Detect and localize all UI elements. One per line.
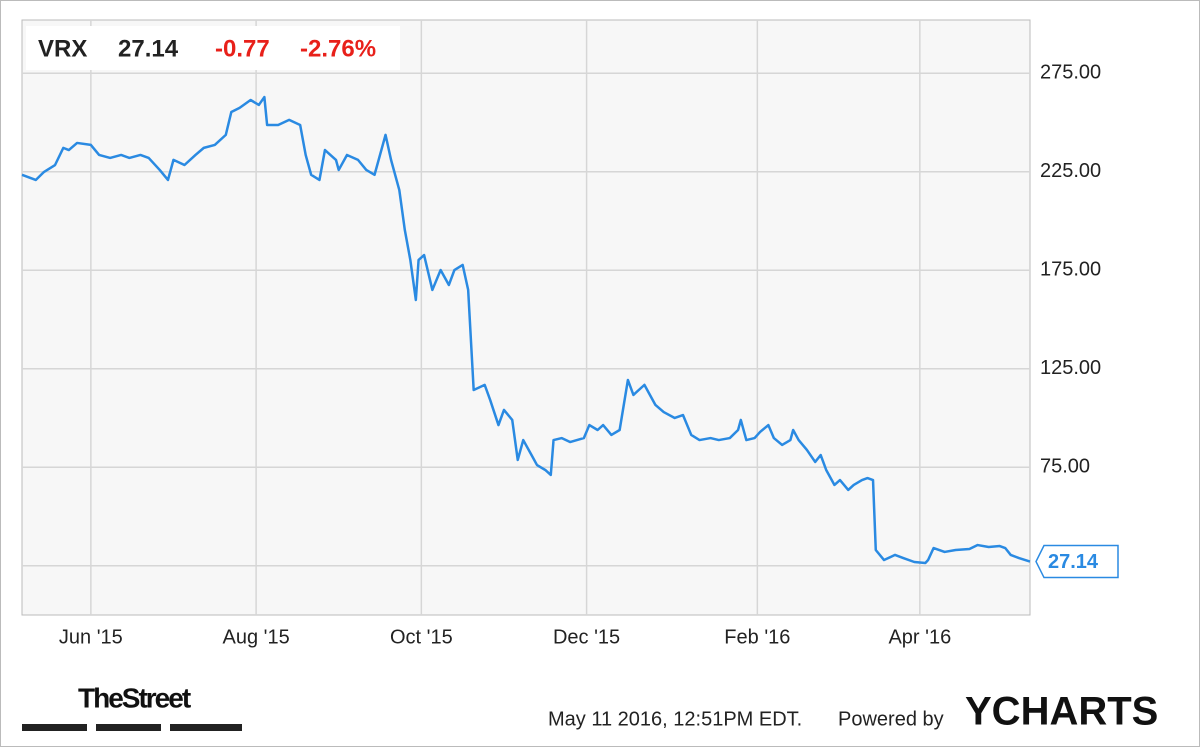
x-tick-label: Oct '15	[390, 626, 453, 648]
y-tick-label: 275.00	[1040, 61, 1101, 83]
x-tick-label: Aug '15	[222, 626, 289, 648]
source-logo: TheStreet	[78, 682, 191, 713]
price-line	[21, 95, 1031, 565]
x-tick-label: Dec '15	[553, 626, 620, 648]
y-tick-label: 175.00	[1040, 258, 1101, 280]
change-percent: -2.76%	[300, 35, 376, 62]
y-tick-label: 75.00	[1040, 456, 1090, 478]
x-tick-label: Apr '16	[888, 626, 951, 648]
header-box	[26, 26, 400, 70]
change: -0.77	[215, 35, 270, 62]
x-tick-label: Feb '16	[724, 626, 790, 648]
logo-bar	[170, 724, 242, 731]
logo-bar	[96, 724, 161, 731]
x-tick-label: Jun '15	[59, 626, 123, 648]
ticker: VRX	[38, 35, 87, 62]
y-tick-label: 125.00	[1040, 357, 1101, 379]
last-value-box	[1035, 544, 1119, 579]
last-value-label: 27.14	[1048, 551, 1099, 573]
brand: YCHARTS	[965, 690, 1158, 734]
y-tick-label: 225.00	[1040, 160, 1101, 182]
logo-bar	[22, 724, 87, 731]
price: 27.14	[118, 35, 179, 62]
timestamp: May 11 2016, 12:51PM EDT.	[548, 708, 802, 730]
plot-area	[21, 19, 1031, 616]
series	[21, 95, 1031, 565]
powered-by: Powered by	[838, 708, 944, 730]
grid	[22, 20, 1030, 615]
